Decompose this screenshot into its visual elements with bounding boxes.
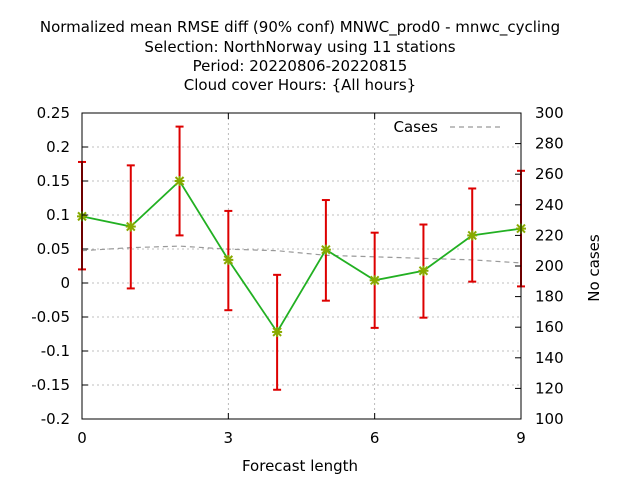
title-line-1: Normalized mean RMSE diff (90% conf) MNW…: [40, 18, 560, 37]
axes: 0 3 6 9 -0.2 -0.15 -0.1 -0.05 0 0.05 0.1 0.15 0.2 0.2…: [31, 104, 563, 447]
data-point: [369, 275, 380, 286]
x-tick-label: 3: [224, 429, 234, 447]
title-line-2: Selection: NorthNorway using 11 stations: [144, 38, 455, 56]
y2-tick-label: 180: [535, 288, 564, 306]
y2-tick-label: 260: [535, 165, 564, 183]
cases-line: [81, 245, 522, 264]
y2-tick-label: 120: [535, 379, 564, 397]
data-point: [174, 176, 185, 186]
y-tick-label: 0.05: [37, 240, 70, 258]
data-point: [223, 254, 234, 265]
chart-title: Normalized mean RMSE diff (90% conf) MNW…: [40, 18, 560, 94]
errorbars: [78, 125, 525, 391]
legend: Cases: [393, 118, 500, 136]
x-tick-label: 0: [77, 429, 87, 447]
title-line-4: Cloud cover Hours: {All hours}: [184, 76, 416, 94]
y2-tick-label: 220: [535, 226, 564, 244]
rmse-line: [81, 179, 522, 334]
data-point: [418, 265, 429, 276]
data-point: [320, 244, 331, 255]
y-tick-label: 0: [60, 274, 70, 292]
x-tick-label: 9: [516, 429, 526, 447]
cases-series: [81, 245, 522, 264]
y2-tick-label: 240: [535, 196, 564, 214]
y-tick-label: -0.1: [41, 342, 70, 360]
y-tick-label: -0.2: [41, 410, 70, 428]
y2-tick-label: 300: [535, 104, 564, 122]
grid: [82, 113, 521, 419]
y-tick-label: -0.15: [31, 376, 70, 394]
plot-frame: [81, 112, 522, 420]
data-point: [125, 221, 136, 232]
y2-tick-label: 280: [535, 135, 564, 153]
y-tick-label: 0.1: [46, 206, 70, 224]
y2-tick-label: 160: [535, 318, 564, 336]
y2-tick-label: 140: [535, 349, 564, 367]
rmse-series: [77, 176, 526, 337]
y-tick-label: 0.25: [37, 104, 70, 122]
y-tick-label: 0.15: [37, 172, 70, 190]
y-tick-label: -0.05: [31, 308, 70, 326]
y-tick-label: 0.2: [46, 138, 70, 156]
data-point: [467, 230, 478, 241]
y2-axis-label: No cases: [585, 234, 603, 302]
legend-label-cases: Cases: [393, 118, 438, 136]
x-tick-label: 6: [370, 429, 380, 447]
y2-tick-label: 100: [535, 410, 564, 428]
y2-tick-label: 200: [535, 257, 564, 275]
title-line-3: Period: 20220806-20220815: [193, 57, 408, 75]
x-axis-label: Forecast length: [242, 457, 358, 475]
data-point: [272, 326, 283, 337]
